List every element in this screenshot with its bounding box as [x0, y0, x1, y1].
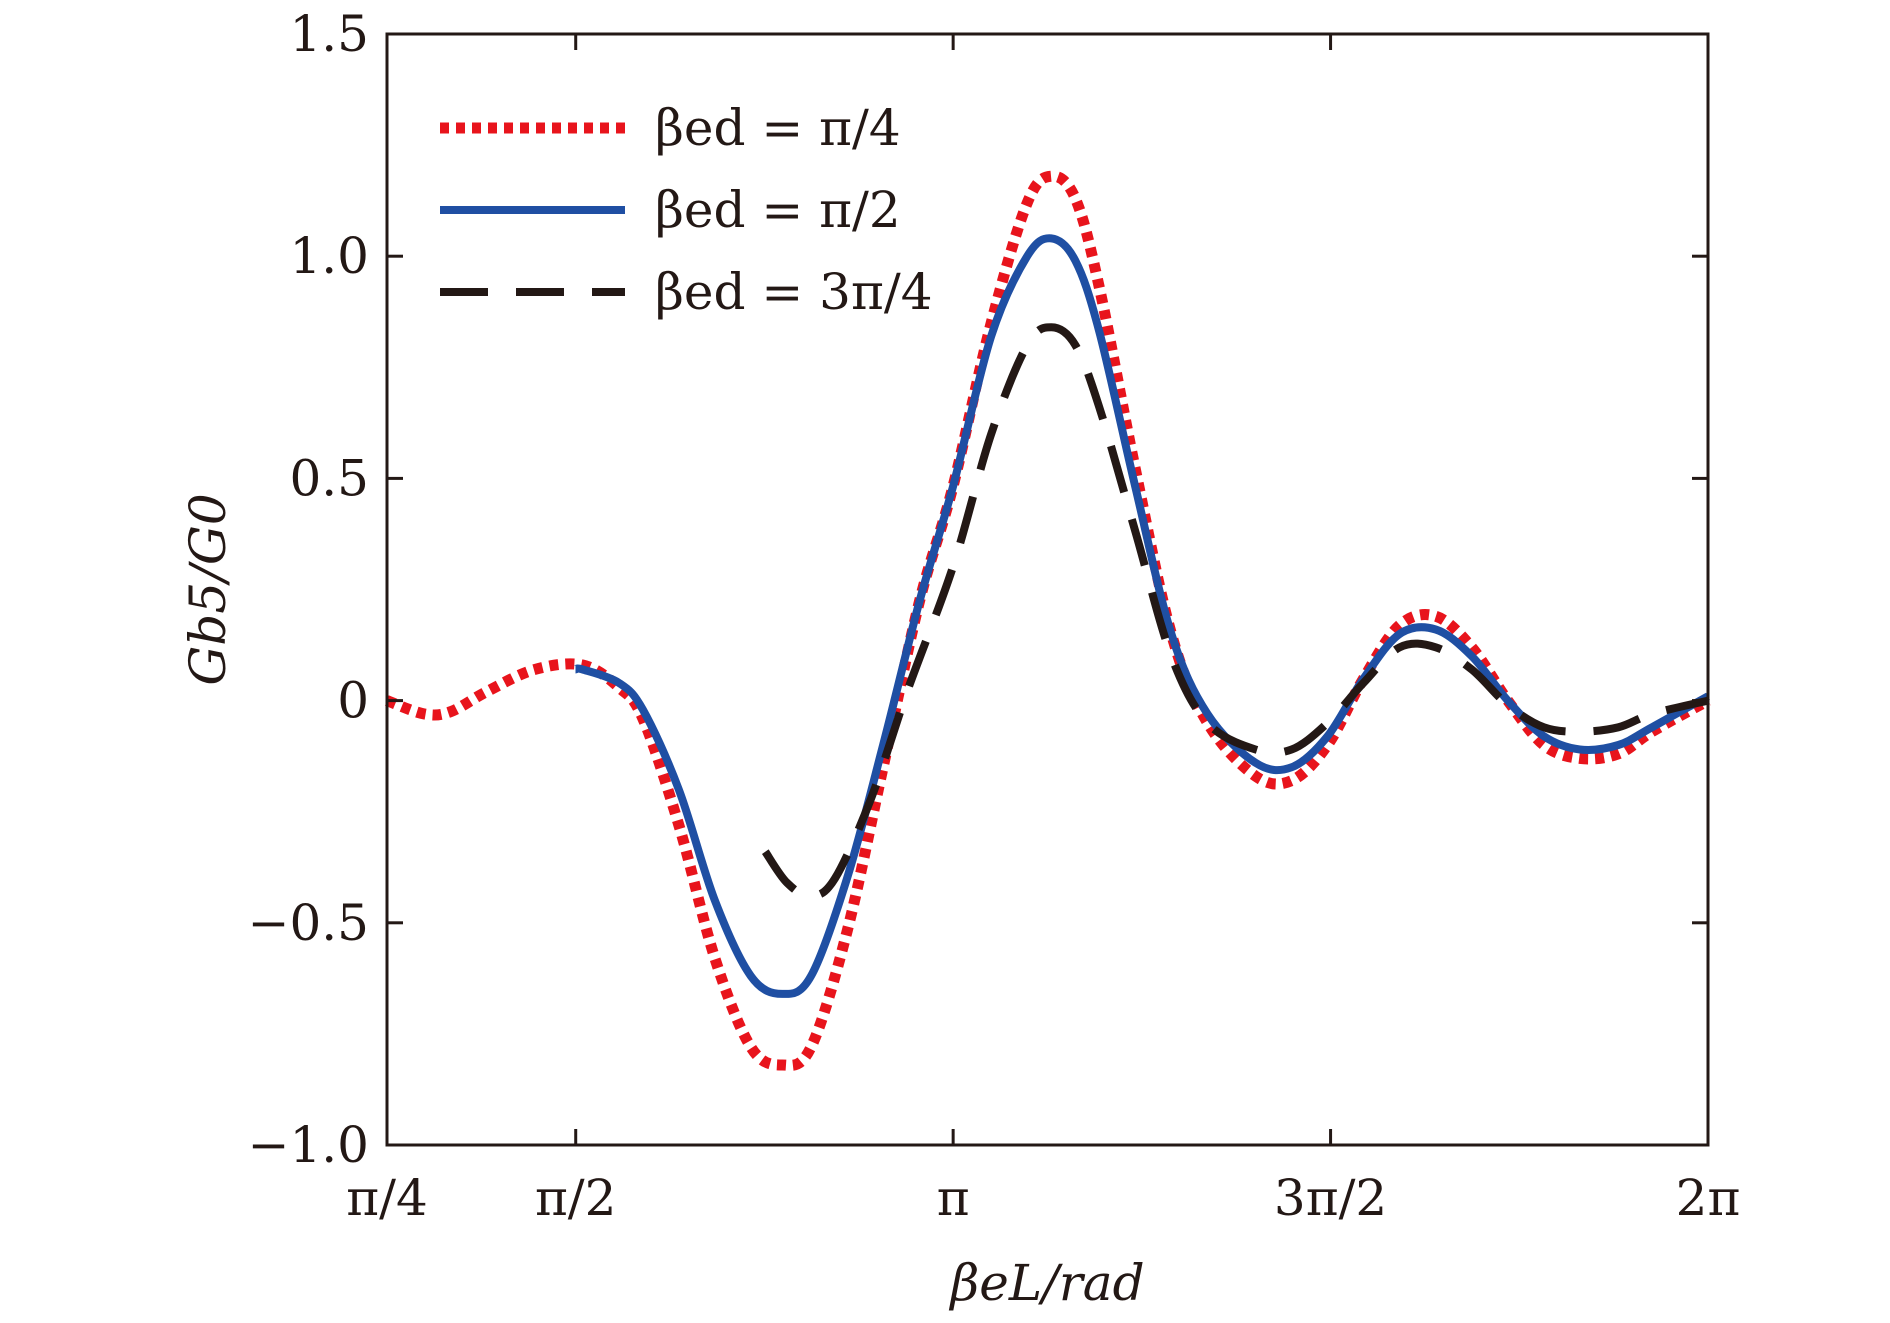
x-tick-label-1: π/4: [346, 1169, 428, 1227]
legend-label-3: βed = 3π/4: [655, 263, 933, 321]
series-line-3: [761, 323, 1709, 901]
legend: βed = π/4 βed = π/2 βed = 3π/4: [440, 99, 933, 321]
legend-label-1: βed = π/4: [655, 99, 901, 157]
series-layer: [384, 170, 1711, 1071]
y-tick-label-1: 1.5: [289, 5, 369, 63]
y-tick-label-4: 0: [337, 672, 369, 730]
y-tick-label-2: 1.0: [289, 227, 369, 285]
labels-layer: π/4 π/2 π 3π/2 2π 1.5 1.0 0.5 0 −0.5 −1.0: [248, 5, 1741, 1227]
y-tick-label-6: −1.0: [248, 1116, 369, 1174]
legend-label-2: βed = π/2: [655, 181, 901, 239]
series-line-2: [573, 234, 1710, 998]
y-tick-label-3: 0.5: [289, 449, 369, 507]
plot-frame: [385, 32, 1710, 1147]
y-tick-label-5: −0.5: [248, 894, 369, 952]
x-tick-label-3: π: [937, 1169, 970, 1227]
y-axis-title: Gb5/G0: [179, 493, 237, 685]
x-axis-title: βeL/rad: [948, 1254, 1144, 1312]
x-tick-label-5: 2π: [1676, 1169, 1741, 1227]
x-tick-label-2: π/2: [535, 1169, 617, 1227]
x-tick-label-4: 3π/2: [1274, 1169, 1387, 1227]
ticks-layer: [385, 32, 1710, 1147]
series-line-1: [384, 170, 1711, 1071]
